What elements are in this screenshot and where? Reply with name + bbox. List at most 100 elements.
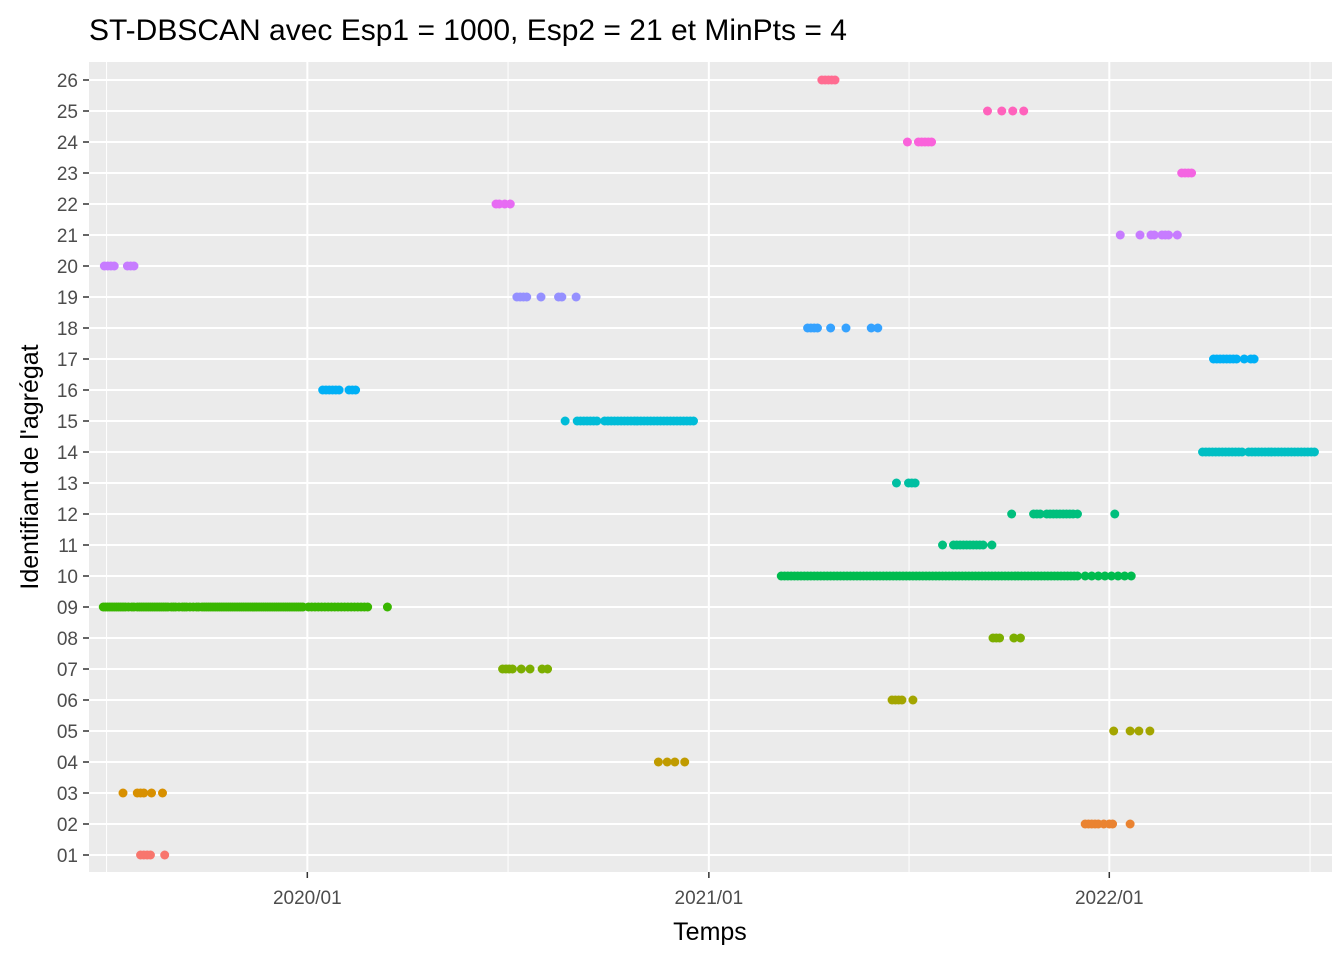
point-cluster-13	[891, 478, 901, 488]
point-cluster-17	[1232, 354, 1242, 364]
point-cluster-16	[351, 385, 361, 395]
point-cluster-12	[1035, 509, 1045, 519]
y-tick-label: 22	[57, 195, 78, 216]
point-cluster-05	[1145, 726, 1155, 736]
point-cluster-10	[1113, 571, 1123, 581]
y-tick-label: 26	[57, 71, 78, 92]
point-cluster-07	[543, 664, 553, 674]
point-cluster-18	[841, 323, 851, 333]
point-cluster-14	[1237, 447, 1247, 457]
y-tick-label: 03	[57, 784, 78, 805]
point-cluster-07	[525, 664, 535, 674]
plot-panel	[89, 62, 1332, 872]
point-cluster-07	[516, 664, 526, 674]
point-cluster-15	[560, 416, 570, 426]
point-cluster-03	[118, 788, 128, 798]
point-cluster-08	[995, 633, 1005, 643]
y-tick-label: 04	[57, 753, 79, 774]
point-cluster-08	[1009, 633, 1019, 643]
minor-gridlines	[106, 62, 1311, 872]
point-cluster-25	[983, 106, 993, 116]
point-cluster-18	[826, 323, 836, 333]
y-tick-label: 19	[57, 288, 78, 309]
point-cluster-09	[382, 602, 392, 612]
point-cluster-17	[1249, 354, 1259, 364]
point-cluster-11	[938, 540, 948, 550]
point-cluster-04	[653, 757, 663, 767]
y-tick-label: 14	[57, 443, 79, 464]
y-tick-label: 25	[57, 102, 78, 123]
point-cluster-04	[670, 757, 680, 767]
point-cluster-21	[1164, 230, 1174, 240]
point-cluster-03	[139, 788, 149, 798]
y-tick-label: 08	[57, 629, 78, 650]
point-cluster-19	[557, 292, 567, 302]
y-tick-label: 01	[57, 846, 78, 867]
y-tick-label: 23	[57, 164, 78, 185]
point-cluster-07	[507, 664, 517, 674]
point-cluster-25	[1019, 106, 1029, 116]
point-cluster-24	[927, 137, 937, 147]
point-cluster-10	[1080, 571, 1090, 581]
point-cluster-12	[1110, 509, 1120, 519]
y-tick-label: 02	[57, 815, 78, 836]
point-cluster-15	[688, 416, 698, 426]
point-cluster-10	[1126, 571, 1136, 581]
point-cluster-19	[571, 292, 581, 302]
point-cluster-10	[1120, 571, 1130, 581]
point-cluster-21	[1149, 230, 1159, 240]
x-tick-label: 2020/01	[273, 888, 342, 909]
y-tick-label: 21	[57, 226, 78, 247]
point-cluster-06	[897, 695, 907, 705]
point-cluster-03	[147, 788, 157, 798]
y-tick-label: 20	[57, 257, 78, 278]
point-cluster-24	[902, 137, 912, 147]
y-tick-label: 24	[57, 133, 79, 154]
point-cluster-09	[363, 602, 373, 612]
point-cluster-04	[680, 757, 690, 767]
point-cluster-13	[910, 478, 920, 488]
point-cluster-17	[1239, 354, 1249, 364]
data-points	[98, 75, 1319, 860]
point-cluster-01	[145, 850, 155, 860]
point-cluster-10	[1093, 571, 1103, 581]
point-cluster-12	[1007, 509, 1017, 519]
point-cluster-08	[1015, 633, 1025, 643]
point-cluster-15	[592, 416, 602, 426]
chart-title: ST-DBSCAN avec Esp1 = 1000, Esp2 = 21 et…	[89, 14, 847, 47]
point-cluster-01	[160, 850, 170, 860]
y-tick-label: 10	[57, 567, 78, 588]
point-cluster-20	[129, 261, 139, 271]
point-cluster-18	[812, 323, 822, 333]
point-cluster-02	[1108, 819, 1118, 829]
point-cluster-22	[505, 199, 515, 209]
point-cluster-04	[662, 757, 672, 767]
x-axis: 2020/01 2021/01 2022/01	[273, 872, 1144, 909]
y-tick-label: 17	[57, 350, 78, 371]
point-cluster-06	[908, 695, 918, 705]
point-cluster-19	[536, 292, 546, 302]
point-cluster-25	[1008, 106, 1018, 116]
point-cluster-11	[978, 540, 988, 550]
point-cluster-05	[1125, 726, 1135, 736]
x-axis-title: Temps	[673, 918, 747, 946]
point-cluster-23	[1187, 168, 1197, 178]
y-tick-label: 09	[57, 598, 78, 619]
point-cluster-05	[1134, 726, 1144, 736]
point-cluster-18	[873, 323, 883, 333]
point-cluster-10	[1072, 571, 1082, 581]
point-cluster-26	[830, 75, 840, 85]
y-tick-label: 18	[57, 319, 78, 340]
point-cluster-10	[1106, 571, 1116, 581]
point-cluster-11	[987, 540, 997, 550]
y-tick-label: 15	[57, 412, 78, 433]
x-tick-label: 2022/01	[1075, 888, 1144, 909]
point-cluster-02	[1125, 819, 1135, 829]
point-cluster-14	[1309, 447, 1319, 457]
point-cluster-19	[522, 292, 532, 302]
y-tick-label: 07	[57, 660, 78, 681]
point-cluster-12	[1072, 509, 1082, 519]
point-cluster-21	[1115, 230, 1125, 240]
point-cluster-21	[1172, 230, 1182, 240]
